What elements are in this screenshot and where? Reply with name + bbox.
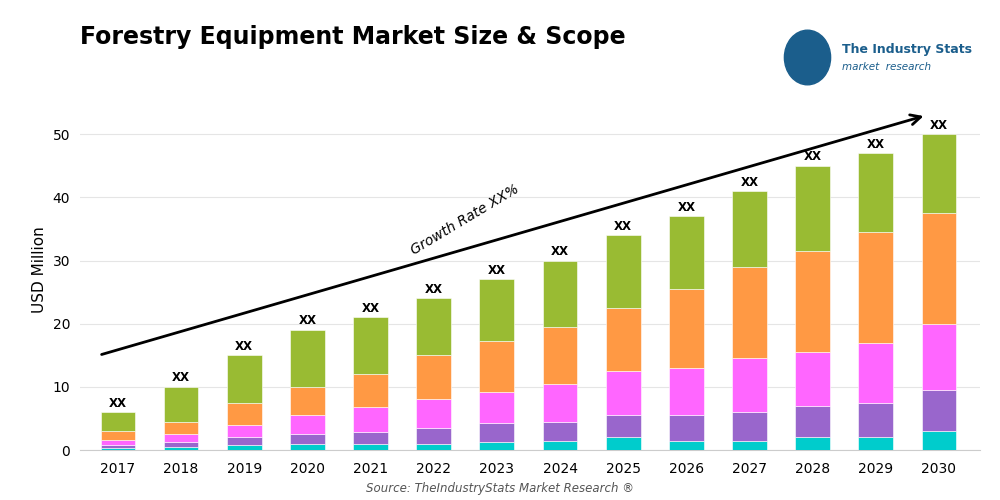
Bar [669,416,704,440]
Text: XX: XX [235,340,253,352]
Text: Growth Rate XX%: Growth Rate XX% [409,182,522,257]
Bar [922,431,956,450]
Bar [669,440,704,450]
Bar [479,280,514,342]
Bar [101,440,135,445]
Bar [795,166,830,251]
Bar [227,356,262,403]
Bar [858,342,893,402]
Bar [606,416,641,438]
Bar [732,412,767,440]
Text: The Industry Stats: The Industry Stats [842,42,972,56]
Bar [416,444,451,450]
Bar [416,356,451,400]
Bar [732,358,767,412]
Text: XX: XX [362,302,380,315]
Bar [543,327,577,384]
Text: XX: XX [425,283,443,296]
Bar [732,440,767,450]
Bar [479,392,514,424]
Bar [606,236,641,308]
Bar [101,431,135,440]
Bar [227,424,262,438]
Bar [858,153,893,232]
Bar [290,387,325,416]
Bar [543,422,577,440]
Bar [164,434,198,442]
Bar [479,442,514,450]
Bar [290,434,325,444]
Bar [290,416,325,434]
Bar [795,406,830,438]
Bar [101,445,135,448]
Text: XX: XX [172,372,190,384]
Bar [353,318,388,374]
Bar [227,402,262,424]
Bar [922,134,956,213]
Bar [795,251,830,352]
Bar [353,407,388,432]
Text: XX: XX [614,220,632,232]
Bar [416,400,451,428]
Text: market  research: market research [842,62,931,72]
Text: XX: XX [109,396,127,409]
Bar [353,444,388,450]
Bar [290,330,325,387]
Bar [606,438,641,450]
Bar [353,374,388,407]
Bar [922,390,956,431]
Bar [164,447,198,450]
Bar [858,402,893,438]
Bar [669,289,704,368]
Circle shape [784,30,831,85]
Bar [164,422,198,434]
Bar [922,213,956,324]
Text: Source: TheIndustryStats Market Research ®: Source: TheIndustryStats Market Research… [366,482,634,495]
Bar [227,445,262,450]
Text: XX: XX [677,201,695,214]
Text: Forestry Equipment Market Size & Scope: Forestry Equipment Market Size & Scope [80,25,626,49]
Text: XX: XX [804,150,822,164]
Bar [858,438,893,450]
Bar [543,440,577,450]
Text: XX: XX [298,314,316,328]
Text: XX: XX [930,118,948,132]
Bar [606,308,641,371]
Bar [795,352,830,406]
Bar [543,384,577,422]
Bar [858,232,893,342]
Bar [479,424,514,442]
Bar [732,191,767,267]
Bar [164,442,198,447]
Bar [290,444,325,450]
Bar [669,368,704,416]
Bar [101,448,135,450]
Bar [543,260,577,327]
Bar [227,438,262,445]
Bar [922,324,956,390]
Text: XX: XX [488,264,506,277]
Text: XX: XX [551,245,569,258]
Bar [669,216,704,289]
Y-axis label: USD Million: USD Million [32,226,47,314]
Text: XX: XX [867,138,885,150]
Bar [101,412,135,431]
Bar [479,342,514,392]
Bar [164,387,198,422]
Bar [606,371,641,416]
Bar [353,432,388,444]
Bar [416,298,451,356]
Bar [732,267,767,358]
Text: XX: XX [740,176,758,188]
Bar [795,438,830,450]
Bar [416,428,451,444]
